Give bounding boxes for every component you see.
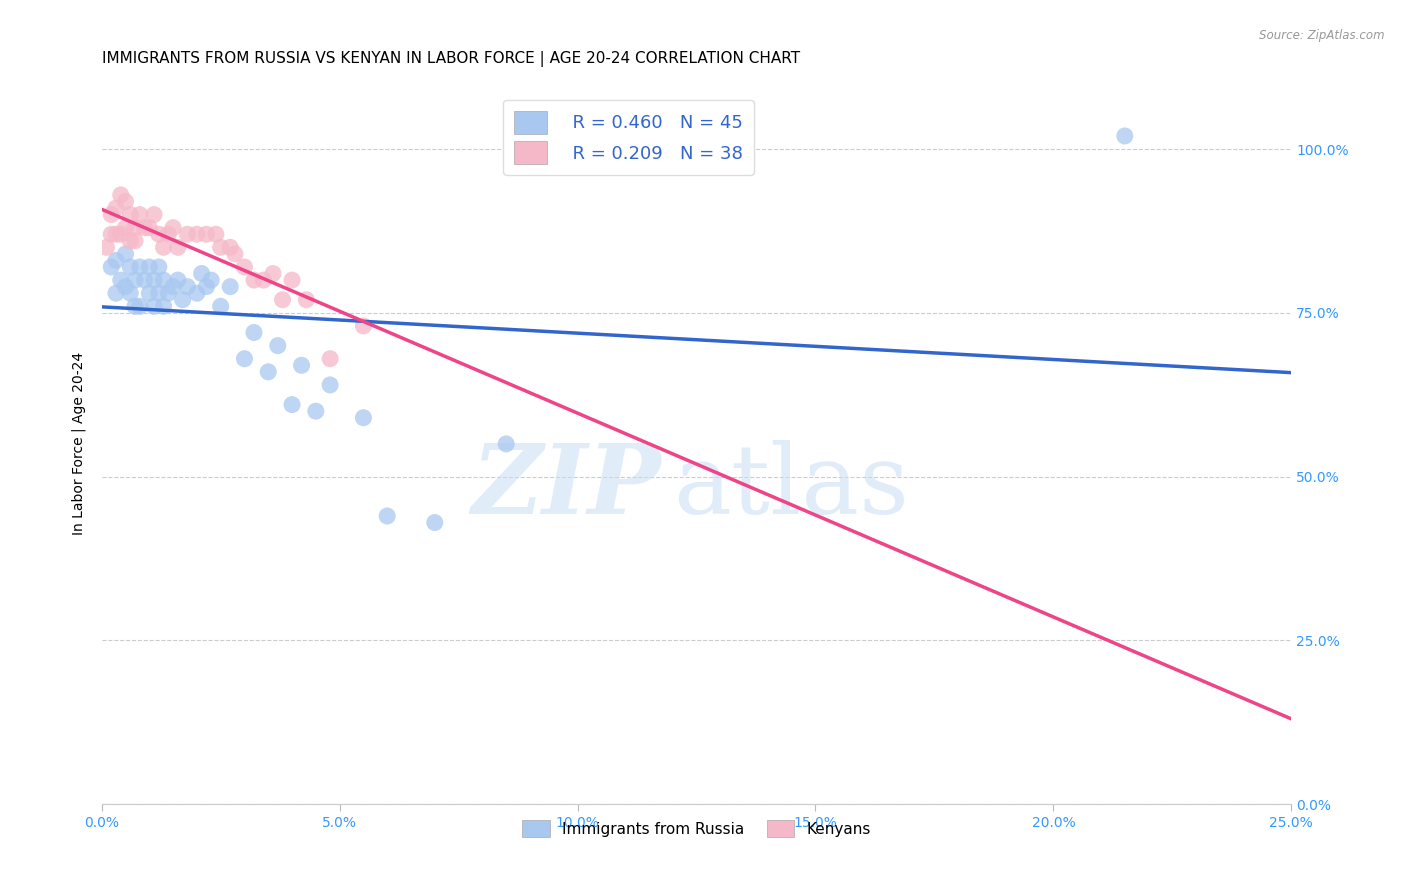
- Y-axis label: In Labor Force | Age 20-24: In Labor Force | Age 20-24: [72, 352, 86, 535]
- Text: atlas: atlas: [672, 440, 908, 534]
- Point: [166, 240, 188, 254]
- Point: [104, 201, 127, 215]
- Point: [148, 227, 170, 242]
- Point: [104, 253, 127, 268]
- Point: [195, 227, 218, 242]
- Point: [128, 208, 150, 222]
- Point: [120, 208, 142, 222]
- Point: [352, 318, 374, 333]
- Point: [252, 273, 274, 287]
- Point: [295, 293, 318, 307]
- Point: [162, 220, 184, 235]
- Point: [152, 240, 174, 254]
- Point: [152, 273, 174, 287]
- Point: [96, 240, 118, 254]
- Point: [267, 338, 290, 352]
- Point: [176, 279, 198, 293]
- Point: [257, 365, 280, 379]
- Point: [104, 227, 127, 242]
- Point: [138, 220, 160, 235]
- Point: [157, 227, 180, 242]
- Point: [110, 227, 132, 242]
- Point: [100, 208, 122, 222]
- Point: [186, 286, 208, 301]
- Point: [138, 286, 160, 301]
- Point: [114, 194, 136, 209]
- Point: [157, 286, 180, 301]
- Point: [138, 260, 160, 274]
- Point: [172, 293, 194, 307]
- Point: [124, 234, 146, 248]
- Point: [352, 410, 374, 425]
- Point: [423, 516, 446, 530]
- Point: [100, 260, 122, 274]
- Point: [262, 267, 284, 281]
- Point: [495, 437, 517, 451]
- Point: [319, 351, 342, 366]
- Point: [110, 273, 132, 287]
- Point: [219, 279, 242, 293]
- Point: [209, 299, 232, 313]
- Point: [124, 220, 146, 235]
- Legend: Immigrants from Russia, Kenyans: Immigrants from Russia, Kenyans: [516, 814, 877, 844]
- Text: Source: ZipAtlas.com: Source: ZipAtlas.com: [1260, 29, 1385, 42]
- Point: [243, 326, 266, 340]
- Point: [120, 286, 142, 301]
- Text: ZIP: ZIP: [471, 440, 661, 534]
- Point: [100, 227, 122, 242]
- Point: [104, 286, 127, 301]
- Point: [290, 359, 312, 373]
- Point: [233, 260, 256, 274]
- Point: [195, 279, 218, 293]
- Point: [186, 227, 208, 242]
- Point: [305, 404, 328, 418]
- Point: [128, 299, 150, 313]
- Point: [271, 293, 294, 307]
- Point: [120, 260, 142, 274]
- Point: [176, 227, 198, 242]
- Point: [166, 273, 188, 287]
- Point: [124, 299, 146, 313]
- Point: [152, 299, 174, 313]
- Point: [281, 273, 304, 287]
- Point: [134, 273, 156, 287]
- Point: [281, 398, 304, 412]
- Point: [134, 220, 156, 235]
- Point: [143, 208, 166, 222]
- Point: [114, 279, 136, 293]
- Point: [224, 247, 246, 261]
- Point: [319, 378, 342, 392]
- Point: [143, 273, 166, 287]
- Point: [162, 279, 184, 293]
- Point: [219, 240, 242, 254]
- Point: [120, 234, 142, 248]
- Text: IMMIGRANTS FROM RUSSIA VS KENYAN IN LABOR FORCE | AGE 20-24 CORRELATION CHART: IMMIGRANTS FROM RUSSIA VS KENYAN IN LABO…: [101, 51, 800, 67]
- Point: [200, 273, 222, 287]
- Point: [143, 299, 166, 313]
- Point: [124, 273, 146, 287]
- Point: [375, 508, 398, 523]
- Point: [243, 273, 266, 287]
- Point: [114, 220, 136, 235]
- Point: [148, 286, 170, 301]
- Point: [110, 188, 132, 202]
- Point: [114, 247, 136, 261]
- Point: [190, 267, 212, 281]
- Point: [148, 260, 170, 274]
- Point: [233, 351, 256, 366]
- Point: [209, 240, 232, 254]
- Point: [205, 227, 228, 242]
- Point: [128, 260, 150, 274]
- Point: [1114, 128, 1136, 143]
